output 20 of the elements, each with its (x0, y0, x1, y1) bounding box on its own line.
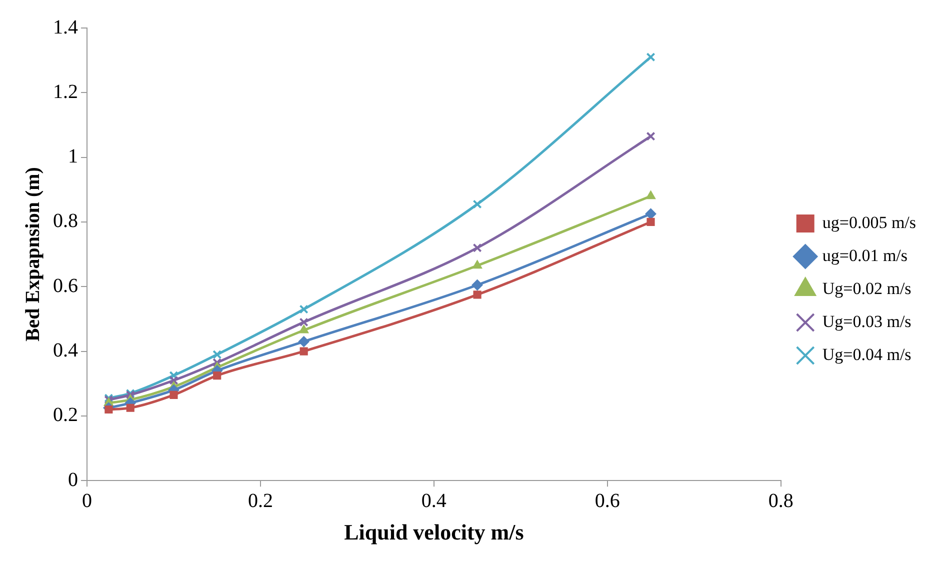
y-tick-label: 0.4 (53, 340, 78, 362)
y-axis-title: Bed Expapnsion (m) (22, 167, 44, 342)
y-tick-label: 0.2 (53, 404, 78, 426)
y-tick-label: 0.6 (53, 274, 78, 297)
x-tick-label: 0.4 (421, 490, 446, 512)
x-axis-title: Liquid velocity m/s (344, 519, 524, 544)
legend-label: Ug=0.03 m/s (822, 312, 912, 331)
y-tick-label: 1.4 (53, 16, 78, 38)
y-tick-label: 1 (68, 146, 78, 168)
legend-label: ug=0.005 m/s (822, 212, 916, 232)
legend-label: ug=0.01 m/s (822, 246, 908, 265)
y-tick-label: 1.2 (53, 80, 78, 103)
x-tick-label: 0.6 (594, 490, 620, 512)
legend-label: Ug=0.02 m/s (822, 278, 912, 298)
x-tick-label: 0.2 (248, 490, 273, 512)
legend-label: Ug=0.04 m/s (822, 344, 912, 364)
y-tick-label: 0.8 (53, 210, 78, 232)
y-tick-label: 0 (68, 468, 78, 491)
x-tick-label: 0 (82, 490, 92, 512)
x-tick-label: 0.8 (768, 490, 794, 512)
